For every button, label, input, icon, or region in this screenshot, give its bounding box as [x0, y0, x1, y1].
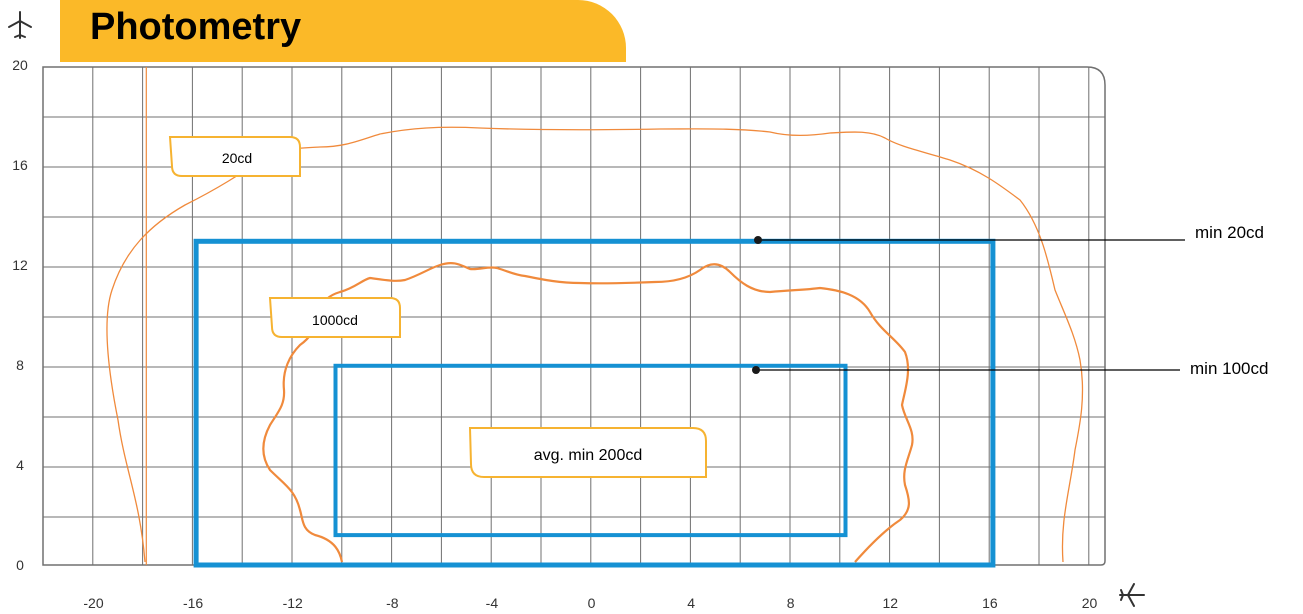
- y-tick-label: 12: [12, 257, 28, 273]
- grid-frame: [42, 66, 1106, 566]
- zone-min-20cd: [193, 238, 996, 568]
- isocandela-contour-1000cd: [262, 261, 914, 563]
- center-label-text: avg. min 200cd: [534, 447, 643, 464]
- x-tick-label: -20: [83, 595, 103, 611]
- label-20cd-text: 20cd: [222, 150, 252, 166]
- airplane-up-icon: [8, 11, 32, 39]
- x-tick-label: 0: [588, 595, 596, 611]
- y-tick-label: 16: [12, 157, 28, 173]
- y-tick-label: 4: [16, 457, 24, 473]
- y-tick-label: 20: [12, 57, 28, 73]
- label-center: avg. min 200cd: [468, 427, 707, 478]
- leader-min-20cd-label: min 20cd: [1195, 223, 1264, 242]
- airplane-right-icon: [1119, 583, 1145, 607]
- zone-min-100cd: [333, 363, 848, 538]
- y-tick-label: 0: [16, 557, 24, 573]
- x-tick-label: 12: [883, 595, 899, 611]
- x-tick-label: 20: [1082, 595, 1098, 611]
- title-banner: [60, 0, 626, 62]
- x-tick-label: -12: [283, 595, 303, 611]
- x-tick-label: -4: [486, 595, 499, 611]
- leader-min-20cd: min 20cd: [754, 223, 1264, 244]
- label-1000cd-text: 1000cd: [312, 312, 358, 328]
- page-title: Photometry: [90, 6, 302, 48]
- y-tick-label: 8: [16, 357, 24, 373]
- x-tick-label: 8: [787, 595, 795, 611]
- x-axis-ticks: -20 -16 -12 -8 -4 0 4 8 12 16 20: [83, 595, 1097, 611]
- x-tick-label: -16: [183, 595, 203, 611]
- label-20cd: 20cd: [168, 136, 301, 177]
- x-tick-label: -8: [386, 595, 399, 611]
- x-tick-label: 16: [982, 595, 998, 611]
- leader-min-100cd: min 100cd: [752, 359, 1268, 378]
- y-axis-ticks: 0 4 8 12 16 20: [12, 57, 28, 573]
- leader-min-100cd-label: min 100cd: [1190, 359, 1268, 378]
- label-1000cd: 1000cd: [268, 297, 401, 338]
- isocandela-contour-20cd: [106, 126, 1084, 563]
- x-tick-label: 4: [687, 595, 695, 611]
